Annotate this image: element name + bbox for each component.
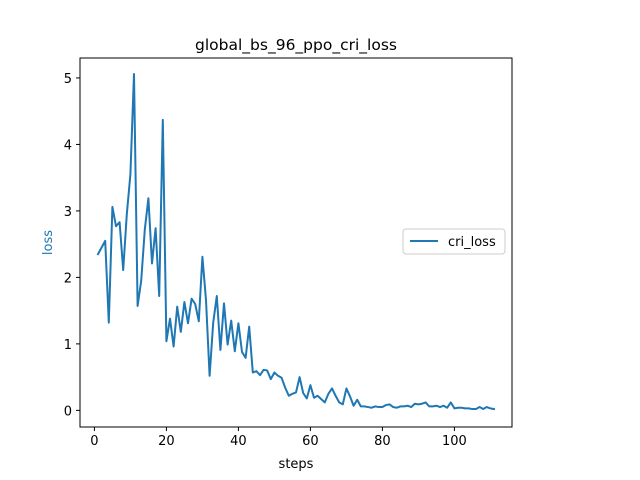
y-axis-label: loss — [41, 230, 56, 255]
x-tick-label: 40 — [230, 434, 247, 449]
y-tick-label: 0 — [64, 404, 72, 419]
chart-title: global_bs_96_ppo_cri_loss — [195, 36, 397, 55]
y-tick-label: 1 — [64, 338, 72, 353]
x-axis-label: steps — [279, 457, 314, 472]
x-tick-label: 0 — [90, 434, 98, 449]
legend-box — [402, 228, 506, 255]
legend: cri_loss — [402, 228, 506, 255]
x-tick-label: 20 — [158, 434, 175, 449]
y-tick-label: 5 — [64, 72, 72, 87]
y-tick-label: 4 — [64, 138, 72, 153]
series-line-cri_loss — [96, 72, 496, 411]
x-axis-ticks: 0 20 40 60 80 100 — [90, 427, 467, 449]
x-tick-label: 60 — [302, 434, 319, 449]
plot-area — [96, 72, 496, 411]
y-tick-label: 3 — [64, 205, 72, 220]
legend-label: cri_loss — [448, 235, 496, 250]
y-tick-label: 2 — [64, 271, 72, 286]
axes-frame — [79, 57, 513, 428]
x-tick-label: 100 — [442, 434, 467, 449]
y-axis-ticks: 0 1 2 3 4 5 — [64, 72, 80, 419]
x-tick-label: 80 — [374, 434, 391, 449]
